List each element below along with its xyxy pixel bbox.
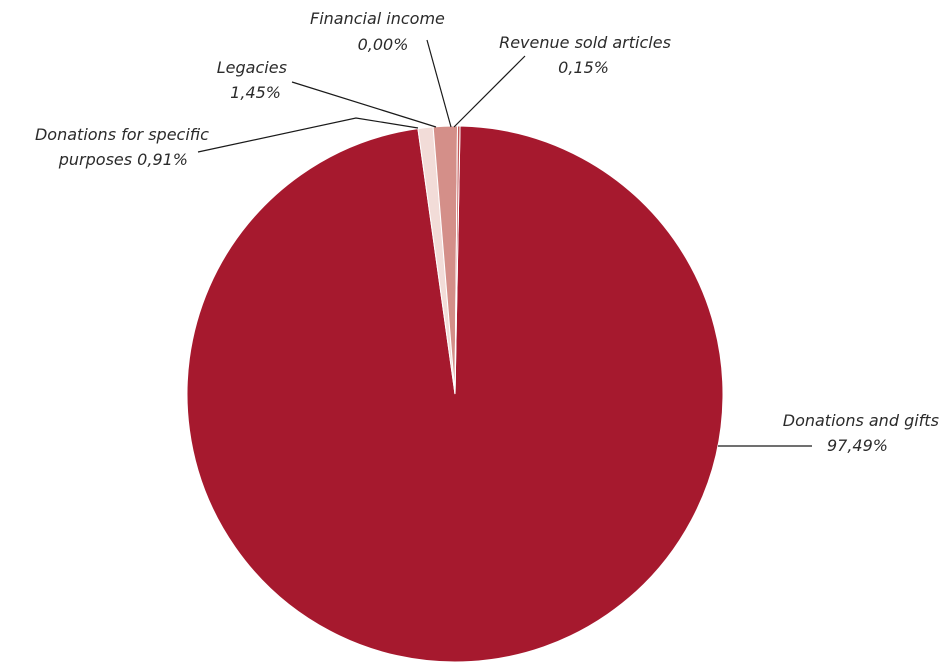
label-legacies: Legacies 1,45% xyxy=(217,58,292,102)
label-financial-income: Financial income 0,00% xyxy=(310,9,450,54)
leader-line-legacies xyxy=(291,81,437,128)
leader-line-specific-purposes xyxy=(197,117,419,153)
label-specific-purposes-line1: Donations for specific xyxy=(35,125,209,144)
label-donations-gifts: Donations and gifts 97,49% xyxy=(783,411,944,455)
label-legacies-name: Legacies xyxy=(217,58,287,77)
leader-line-financial-income xyxy=(426,39,452,128)
leader-line-revenue-sold-articles xyxy=(453,55,526,128)
label-revenue-sold-articles-value: 0,15% xyxy=(558,58,609,77)
label-donations-gifts-name: Donations and gifts xyxy=(783,411,939,430)
label-financial-income-name: Financial income xyxy=(310,9,445,28)
pie-slices xyxy=(186,125,724,662)
label-legacies-value: 1,45% xyxy=(230,83,281,102)
label-financial-income-value: 0,00% xyxy=(358,35,409,54)
label-specific-purposes: Donations for specific purposes 0,91% xyxy=(35,125,214,169)
label-donations-gifts-value: 97,49% xyxy=(827,436,888,455)
label-revenue-sold-articles-name: Revenue sold articles xyxy=(499,33,671,52)
label-specific-purposes-line2: purposes 0,91% xyxy=(58,150,188,169)
pie-slice-revenue-sold-articles xyxy=(454,125,461,395)
label-revenue-sold-articles: Revenue sold articles 0,15% xyxy=(499,33,676,77)
